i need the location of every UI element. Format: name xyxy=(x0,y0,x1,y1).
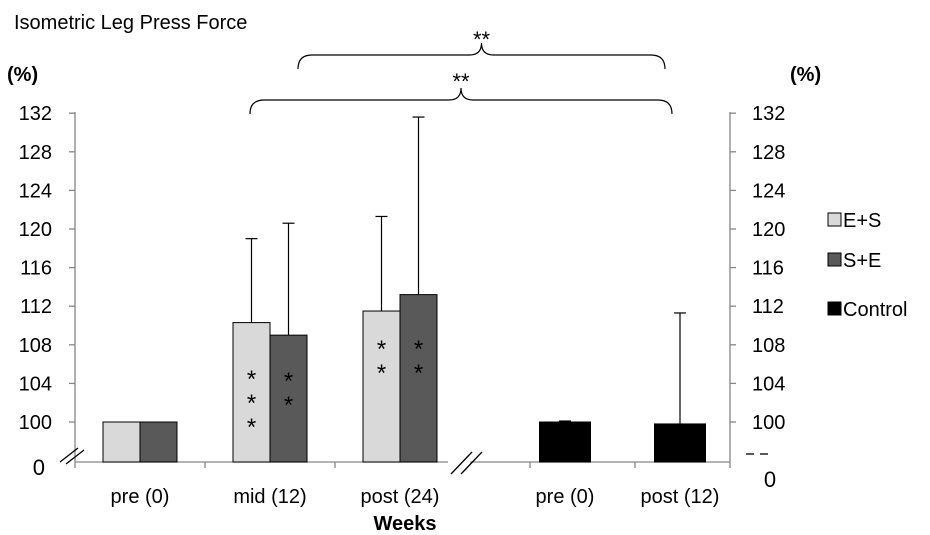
significance-star: * xyxy=(247,414,256,441)
bar xyxy=(654,423,706,463)
y-tick-label-right: 104 xyxy=(752,373,785,395)
x-axis-label: Weeks xyxy=(373,513,436,535)
significance-star: * xyxy=(414,360,423,387)
bar xyxy=(539,421,591,463)
bar xyxy=(139,421,178,463)
bar xyxy=(362,310,401,463)
y-tick-label-left: 132 xyxy=(19,103,52,125)
y-tick-label-left: 100 xyxy=(19,412,52,434)
legend-swatch xyxy=(827,252,842,267)
y-tick-label-left: 124 xyxy=(19,180,52,202)
significance-bracket-lower-label: ** xyxy=(452,69,470,94)
significance-star: * xyxy=(377,360,386,387)
chart-title: Isometric Leg Press Force xyxy=(14,12,247,34)
significance-star: * xyxy=(247,390,256,417)
significance-bracket-upper xyxy=(297,42,666,70)
x-tick-label: pre (0) xyxy=(111,486,170,508)
y-axis-unit-left: (%) xyxy=(7,64,38,86)
significance-star: * xyxy=(247,366,256,393)
y-tick-label-right: 116 xyxy=(752,258,784,280)
significance-star: * xyxy=(284,368,293,395)
axes-layer: 100 100 104 104 108 108 112 112 116 116 120 120 124 1… xyxy=(19,103,786,508)
x-tick-label: post (24) xyxy=(361,486,440,508)
bars-layer: ********* xyxy=(102,116,706,463)
y-tick-label-left: 112 xyxy=(20,296,52,318)
y-tick-label-right: 120 xyxy=(752,219,785,241)
significance-star: * xyxy=(284,392,293,419)
axis-break-left xyxy=(59,447,85,465)
legend-swatch xyxy=(827,301,842,316)
legend-label: Control xyxy=(843,299,907,321)
significance-bracket-lower xyxy=(249,87,673,115)
y-tick-label-right: 128 xyxy=(752,142,785,164)
legend-label: E+S xyxy=(843,210,881,232)
y-tick-label-left: 104 xyxy=(19,373,52,395)
y-tick-label-left: 120 xyxy=(19,219,52,241)
y-tick-label-right: 108 xyxy=(752,335,785,357)
significance-layer: **** xyxy=(249,27,673,115)
x-tick-label: post (12) xyxy=(641,486,720,508)
y-axis-break-label-right: 0 xyxy=(764,467,776,492)
significance-star: * xyxy=(414,336,423,363)
y-tick-label-left: 116 xyxy=(20,258,52,280)
bar xyxy=(399,294,438,463)
y-tick-label-left: 128 xyxy=(19,142,52,164)
legend-swatch xyxy=(827,212,842,227)
y-tick-label-right: 112 xyxy=(752,296,784,318)
axis-break-middle xyxy=(450,451,483,475)
y-tick-label-right: 132 xyxy=(752,103,785,125)
significance-star: * xyxy=(377,336,386,363)
bar xyxy=(102,421,141,463)
significance-bracket-upper-label: ** xyxy=(473,27,491,52)
bar xyxy=(232,322,271,463)
x-tick-label: mid (12) xyxy=(233,486,306,508)
legend: E+S S+E Control xyxy=(827,210,907,321)
x-tick-label: pre (0) xyxy=(536,486,595,508)
y-tick-label-right: 100 xyxy=(752,412,785,434)
y-axis-unit-right: (%) xyxy=(790,64,821,86)
y-axis-break-label-left: 0 xyxy=(33,455,45,480)
legend-label: S+E xyxy=(843,250,881,272)
y-tick-label-right: 124 xyxy=(752,180,785,202)
y-tick-label-left: 108 xyxy=(19,335,52,357)
